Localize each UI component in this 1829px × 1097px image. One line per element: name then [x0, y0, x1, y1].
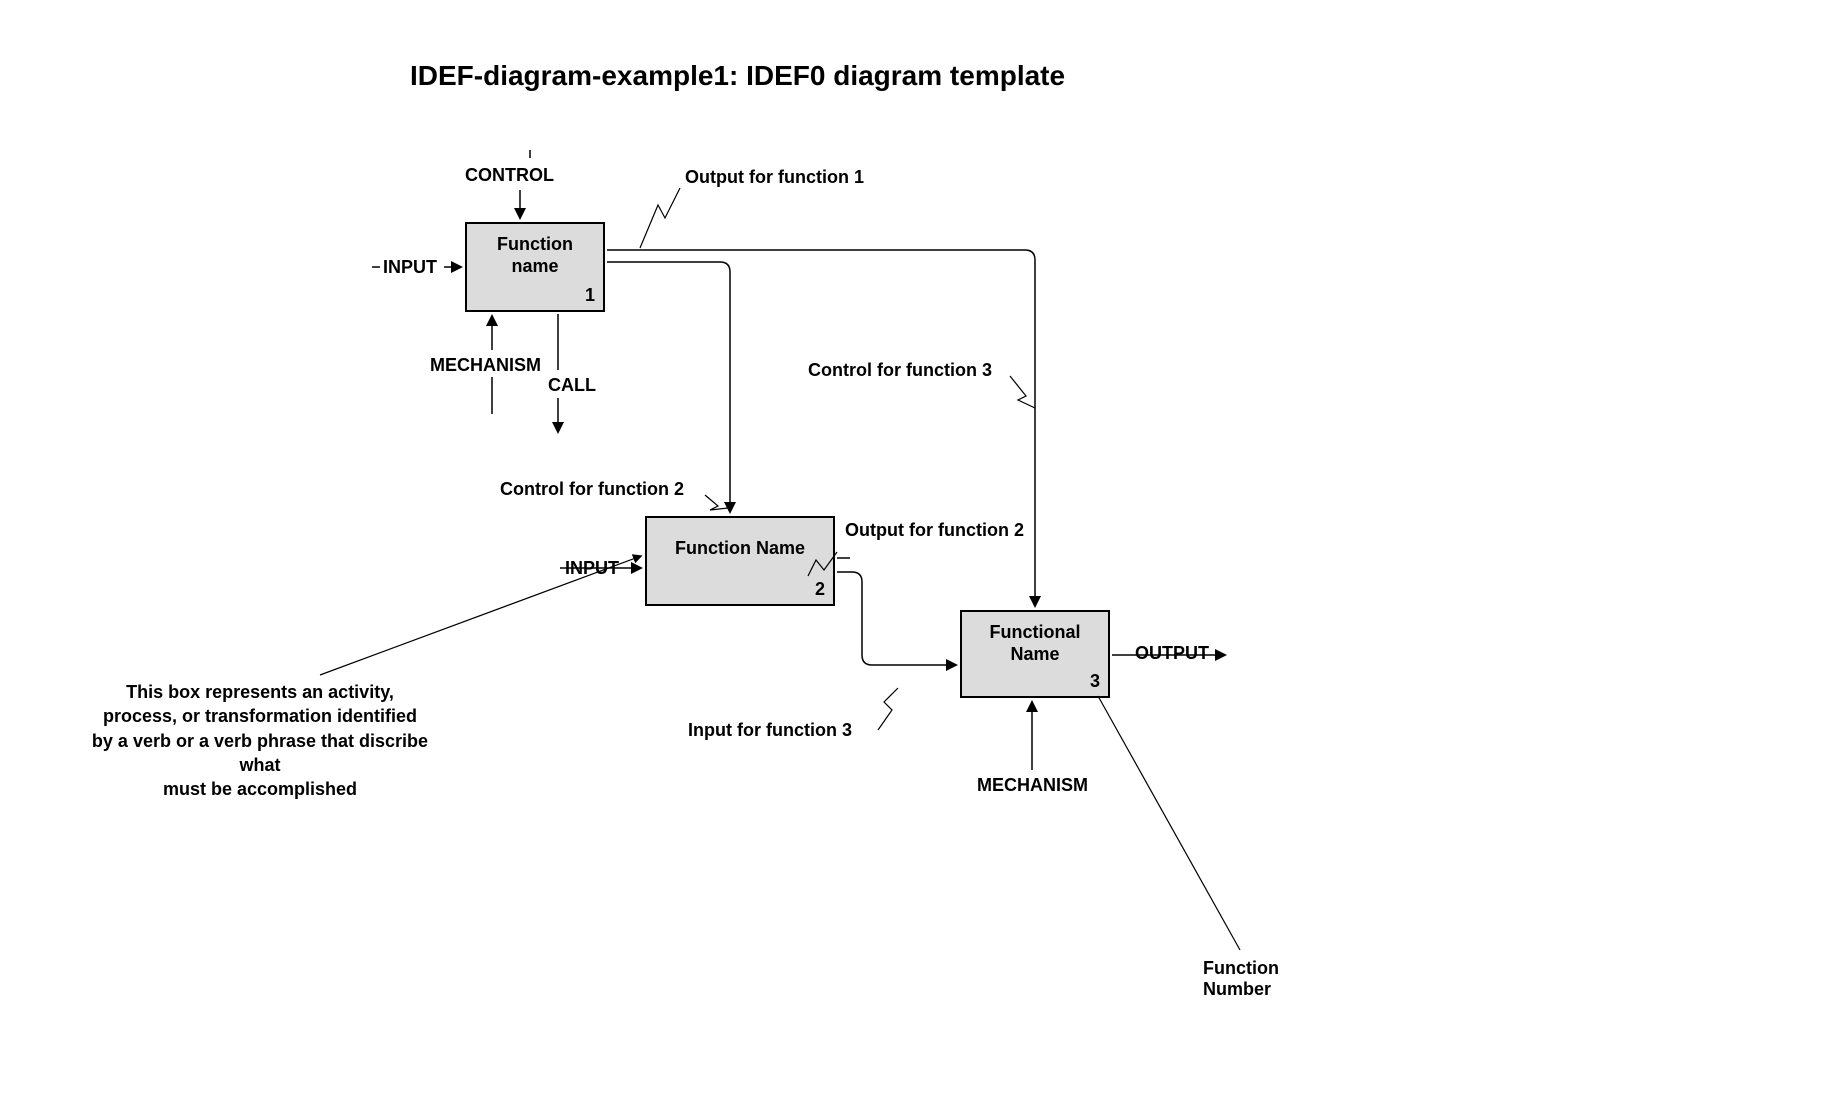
diagram-canvas: IDEF-diagram-example1: IDEF0 diagram tem… — [0, 0, 1829, 1097]
label-input1: INPUT — [383, 257, 437, 278]
label-function-number: Function Number — [1203, 958, 1279, 1000]
box2-name-l1: Function Name — [675, 538, 805, 558]
function-box-1: Function name 1 — [465, 222, 605, 312]
label-input-f3: Input for function 3 — [688, 720, 852, 741]
box3-name-l2: Name — [1010, 644, 1059, 664]
box3-name-l1: Functional — [990, 622, 1081, 642]
box2-number: 2 — [815, 579, 825, 600]
box1-number: 1 — [585, 285, 595, 306]
label-mechanism3: MECHANISM — [977, 775, 1088, 796]
label-output3: OUTPUT — [1135, 643, 1209, 664]
function-box-3: Functional Name 3 — [960, 610, 1110, 698]
label-output-f1: Output for function 1 — [685, 167, 864, 188]
function-box-2: Function Name 2 — [645, 516, 835, 606]
label-input2: INPUT — [565, 558, 619, 579]
label-output-f2: Output for function 2 — [845, 520, 1024, 541]
label-call: CALL — [548, 375, 596, 396]
caption-activity-box: This box represents an activity, process… — [70, 680, 450, 801]
box3-number: 3 — [1090, 671, 1100, 692]
label-control-f2: Control for function 2 — [500, 479, 684, 500]
diagram-title: IDEF-diagram-example1: IDEF0 diagram tem… — [410, 60, 1065, 92]
arrows-overlay — [0, 0, 1829, 1097]
box1-name-l1: Function — [497, 234, 573, 254]
label-mechanism1: MECHANISM — [430, 355, 541, 376]
box1-name-l2: name — [511, 256, 558, 276]
label-control-f3: Control for function 3 — [808, 360, 992, 381]
label-control: CONTROL — [465, 165, 554, 186]
